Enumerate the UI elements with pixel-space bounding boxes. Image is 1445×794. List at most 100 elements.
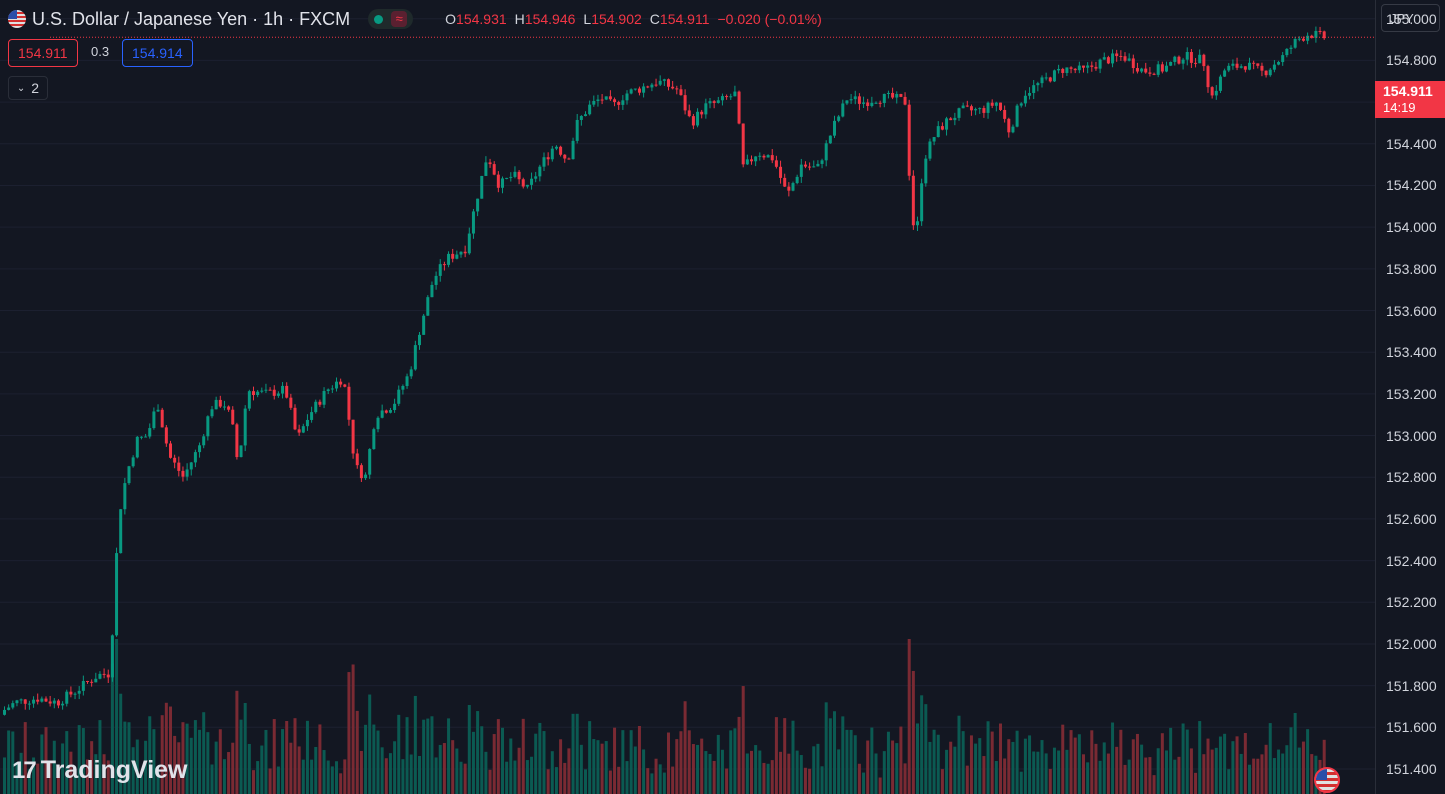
candle-body	[11, 703, 15, 708]
candle-body	[231, 409, 235, 425]
candle-body	[434, 275, 438, 285]
open-value: 154.931	[456, 11, 507, 27]
candle-body	[899, 94, 903, 97]
volume-bar	[1023, 738, 1027, 794]
candle-body	[1248, 62, 1251, 70]
candle-body	[517, 171, 521, 180]
candle-body	[584, 114, 587, 117]
candle-body	[1123, 56, 1127, 61]
volume-bar	[1264, 744, 1268, 794]
volume-bar	[1194, 772, 1198, 794]
candle-body	[679, 89, 683, 96]
tradingview-logo[interactable]: 17 TradingView	[12, 756, 188, 785]
candle-body	[1297, 38, 1301, 40]
volume-bar	[480, 726, 484, 794]
candle-body	[982, 108, 986, 113]
volume-bar	[878, 777, 882, 794]
candle-body	[305, 419, 309, 427]
candle-body	[1011, 126, 1015, 133]
buy-price-button[interactable]: 154.914	[122, 39, 193, 67]
volume-bar	[77, 725, 81, 794]
volume-bar	[928, 741, 932, 794]
us-flag-event-icon[interactable]	[1314, 767, 1340, 793]
volume-bar	[119, 693, 123, 794]
indicators-toggle-button[interactable]: ⌄ 2	[8, 76, 48, 100]
volume-bar	[135, 739, 139, 794]
candle-body	[276, 393, 280, 396]
candle-body	[339, 381, 343, 385]
volume-bar	[426, 718, 430, 794]
candle-body	[480, 175, 484, 199]
candle-body	[1152, 73, 1156, 75]
volume-bar	[617, 766, 621, 794]
y-tick-label: 153.200	[1386, 385, 1437, 402]
volume-bar	[774, 717, 778, 794]
candle-body	[745, 159, 749, 165]
candle-body	[667, 79, 670, 87]
candle-body	[525, 184, 529, 187]
volume-bar	[1260, 754, 1264, 794]
volume-bar	[588, 721, 592, 794]
volume-bar	[667, 732, 670, 794]
volume-bar	[1223, 733, 1227, 794]
symbol-title[interactable]: U.S. Dollar / Japanese Yen · 1h · FXCM	[32, 8, 351, 29]
candle-body	[642, 86, 646, 93]
volume-bar	[256, 761, 260, 794]
candle-body	[787, 186, 791, 191]
market-status[interactable]: ≈	[368, 9, 414, 29]
volume-bar	[940, 769, 944, 794]
volume-bar	[413, 695, 417, 794]
volume-bar	[27, 769, 31, 794]
currency-button[interactable]: JPY	[1381, 4, 1440, 32]
candle-body	[675, 88, 679, 90]
volume-bar	[600, 743, 604, 794]
candle-body	[932, 137, 936, 142]
candle-body	[243, 408, 247, 446]
y-tick-label: 153.600	[1386, 302, 1437, 319]
sell-price-button[interactable]: 154.911	[8, 39, 78, 67]
candle-body	[712, 101, 716, 103]
price-chart[interactable]	[0, 0, 1375, 794]
candle-body	[588, 104, 592, 115]
price-axis[interactable]: 155.000154.800154.600154.400154.200154.0…	[1375, 0, 1445, 794]
volume-bar	[1281, 753, 1285, 794]
volume-bar	[156, 772, 160, 794]
volume-bar	[903, 763, 907, 794]
volume-bar	[1198, 721, 1202, 794]
symbol-header: U.S. Dollar / Japanese Yen · 1h · FXCM ≈…	[8, 8, 822, 30]
candle-body	[160, 409, 164, 428]
candle-body	[1140, 68, 1144, 72]
volume-bar	[301, 759, 305, 794]
candle-body	[911, 175, 915, 226]
volume-bar	[467, 705, 471, 794]
volume-bar	[779, 751, 783, 794]
candle-body	[185, 469, 189, 477]
candle-body	[484, 162, 488, 176]
candle-body	[1194, 62, 1198, 64]
candle-body	[152, 411, 156, 429]
candle-body	[1052, 70, 1056, 82]
volume-bar	[530, 756, 534, 794]
volume-bar	[592, 739, 596, 794]
candle-body	[1198, 54, 1202, 64]
volume-bar	[115, 639, 119, 794]
volume-bar	[554, 767, 558, 794]
volume-bar	[1152, 775, 1156, 794]
volume-bar	[596, 740, 600, 794]
volume-bar	[401, 759, 405, 794]
candle-body	[505, 177, 509, 179]
y-tick-label: 153.000	[1386, 427, 1437, 444]
candle-body	[193, 452, 197, 463]
candle-body	[878, 102, 882, 104]
candle-body	[600, 99, 604, 101]
candle-body	[733, 91, 737, 97]
y-tick-label: 154.800	[1386, 52, 1437, 69]
candle-body	[384, 410, 388, 413]
candle-body	[704, 103, 708, 115]
y-tick-label: 153.800	[1386, 260, 1437, 277]
candle-body	[530, 178, 534, 185]
volume-bar	[716, 734, 720, 794]
volume-bar	[476, 711, 480, 794]
candle-body	[206, 416, 210, 437]
volume-bar	[608, 770, 612, 794]
